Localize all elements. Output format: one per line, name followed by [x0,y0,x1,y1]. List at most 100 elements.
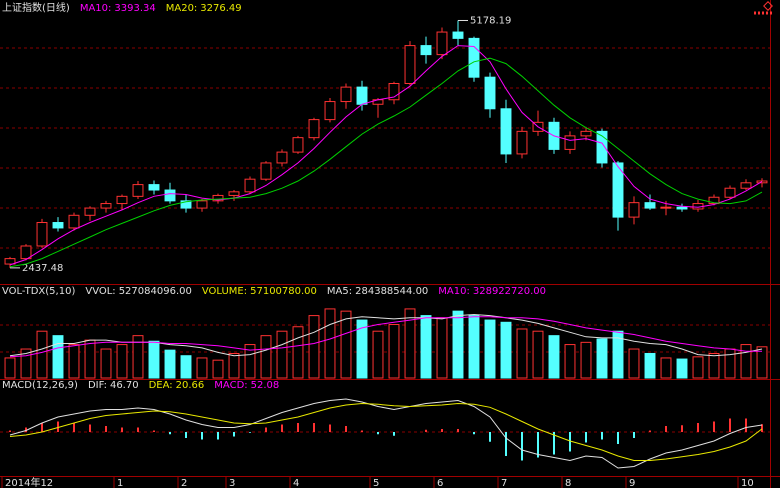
volume-bar [212,359,224,379]
volume-bar [292,326,304,379]
volume-bar [612,330,624,379]
volume-bar [756,346,768,379]
high-annotation: 5178.19 [470,15,511,26]
candle-body [660,206,672,209]
volume-bar [676,358,688,379]
volume-bar [276,330,288,379]
volume-bar [596,338,608,379]
volume-bar [132,335,144,379]
x-tick-label: 2014年12 [5,476,53,488]
panel-title: 上证指数(日线) [2,1,70,14]
volume-bar [660,357,672,379]
candle-body [564,135,576,150]
candle-body [436,31,448,56]
legend-value: 527084096.00 [119,286,192,297]
volume-bar [740,344,752,379]
candle-body [612,162,624,218]
panel-header: VOL-TDX(5,10) VVOL: 527084096.00 VOLUME: 571… [2,286,546,297]
candle-body [196,200,208,209]
indicator-line [9,45,763,266]
candle-body [228,191,240,196]
volume-bar [244,344,256,379]
candle-body [324,101,336,121]
low-annotation: 2437.48 [22,263,63,274]
volume-bar [644,352,656,379]
candle-body [20,245,32,260]
panel-title: VOL-TDX(5,10) [2,286,75,297]
legend-value: 46.70 [110,380,139,391]
candle-body [164,189,176,202]
candle-body [452,31,464,39]
volume-bar [436,317,448,379]
candle-body [468,37,480,78]
x-tick-label: 2 [181,478,187,488]
x-tick-label: 9 [629,478,635,488]
volume-bar [404,308,416,379]
candle-body [244,178,256,193]
panel-header: MACD(12,26,9) DIF: 46.70 DEA: 20.66 MACD: 52.0… [2,380,279,391]
x-tick-label: 5 [373,478,379,488]
candle-body [580,130,592,137]
legend-name: MA20: [166,3,198,14]
volume-bar [148,340,160,379]
volume-bar [228,352,240,379]
volume-bar [388,324,400,379]
candle-body [516,130,528,155]
volume-bar [164,349,176,379]
volume-bar [356,319,368,379]
candle-body [500,108,512,155]
candle-body [260,162,272,180]
x-tick-label: 4 [293,478,299,488]
legend-name: VVOL: [85,286,115,297]
icon [763,1,773,11]
legend-value: 284388544.00 [355,286,428,297]
corner-icons [754,1,774,15]
legend-value: 3276.49 [200,3,241,14]
indicator-line [9,402,763,461]
candle-body [596,130,608,164]
volume-bar [548,335,560,379]
legend-name: VOLUME: [202,286,247,297]
volume-bar [308,315,320,379]
candle-body [724,187,736,198]
x-tick-label: 1 [117,478,123,488]
candle-body [36,222,48,247]
candle-body [308,119,320,139]
candle-body [68,214,80,229]
legend-value: 20.66 [176,380,205,391]
volume-bar [324,308,336,379]
volume-bar [36,330,48,379]
volume-bar [628,348,640,379]
candle-body [276,151,288,164]
candle-body [340,86,352,103]
volume-bar [116,344,128,379]
legend-value: 57100780.00 [250,286,317,297]
candle-body [740,182,752,189]
volume-bar [196,357,208,379]
volume-bar [452,310,464,379]
legend-value: 328922720.00 [473,286,546,297]
volume-bar [84,339,96,379]
x-tick-label: 10 [741,478,754,488]
candle-body [4,258,16,265]
volume-bar [260,335,272,379]
legend-name: MA5: [327,286,352,297]
volume-bar [532,330,544,379]
legend-name: MACD: [214,380,247,391]
legend-value: 3393.34 [114,3,155,14]
legend-value: 52.08 [251,380,280,391]
volume-bar [564,344,576,379]
x-tick-label: 7 [501,478,507,488]
candle-body [628,202,640,218]
legend-name: MA10: [80,3,112,14]
candle-body [388,83,400,101]
indicator-line [9,57,763,268]
candle-body [52,222,64,229]
volume-bar [484,319,496,379]
volume-bar [180,355,192,379]
candle-body [404,45,416,85]
candle-body [708,196,720,205]
indicator-line [9,316,762,358]
